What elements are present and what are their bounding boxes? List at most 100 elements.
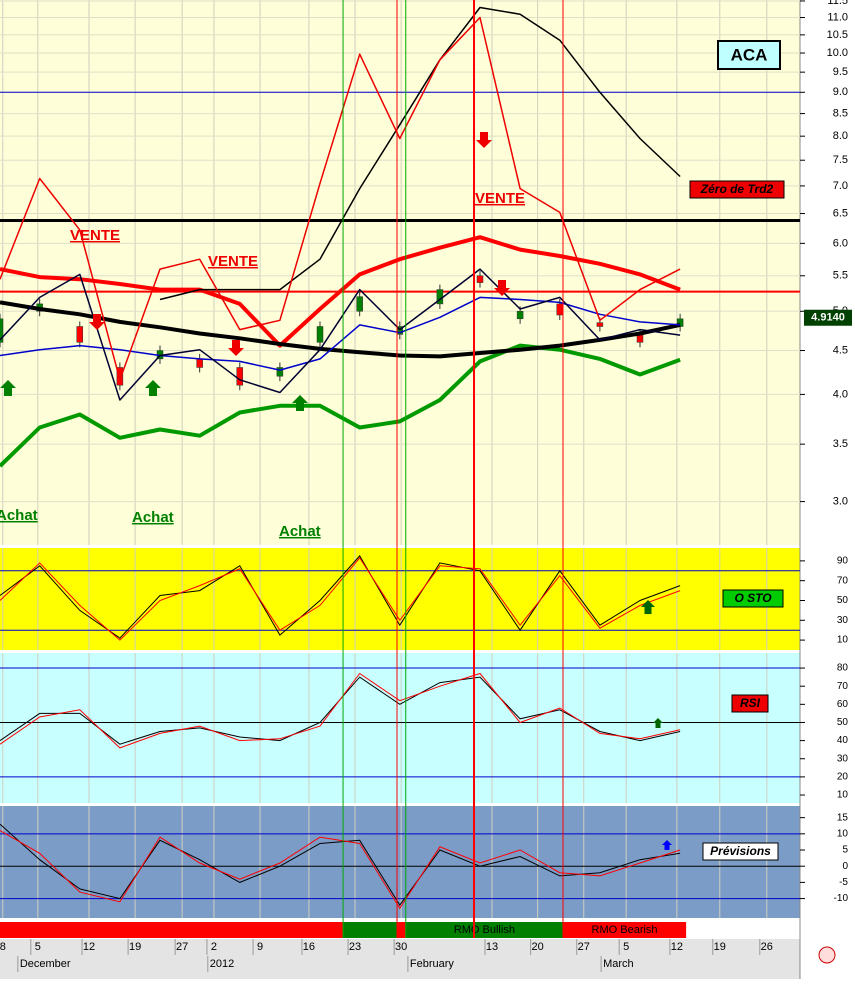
rmo-segment <box>405 922 563 938</box>
y-tick-label: 5.5 <box>833 270 848 282</box>
y-tick-label: 70 <box>837 681 849 692</box>
x-tick-label: 2 <box>211 941 217 953</box>
month-label: December <box>20 958 71 970</box>
y-tick-label: 60 <box>837 699 849 710</box>
y-tick-label: 0 <box>842 861 848 872</box>
y-tick-label: 3.0 <box>833 495 848 507</box>
oscillator-line <box>0 830 681 910</box>
signal-label: VENTE <box>475 190 525 207</box>
x-tick-label: 8 <box>0 941 6 953</box>
y-tick-label: 9.5 <box>833 66 848 78</box>
x-tick-label: 5 <box>623 941 629 953</box>
y-tick-label: 4.5 <box>833 344 848 356</box>
signal-label: VENTE <box>208 253 258 270</box>
rmo-segment <box>397 922 406 938</box>
value-axis-bg <box>800 0 855 979</box>
y-tick-label: -5 <box>839 877 848 888</box>
candle-body <box>76 326 84 343</box>
candle-body <box>356 296 363 312</box>
y-tick-label: 8.0 <box>833 130 848 142</box>
buy-arrow <box>641 600 655 614</box>
y-tick-label: 6.0 <box>833 237 848 249</box>
sell-arrow <box>476 132 492 148</box>
month-label: 2012 <box>210 958 234 970</box>
tag-label: Zéro de Trd2 <box>700 182 774 196</box>
date-axis-bg <box>0 939 800 979</box>
x-tick-label: 27 <box>176 941 188 953</box>
oscillator-line <box>0 555 681 639</box>
y-tick-label: 40 <box>837 735 849 746</box>
sell-arrow <box>89 314 105 330</box>
sell-arrow <box>494 280 510 296</box>
buy-arrow <box>0 380 16 396</box>
chart-title: ACA <box>731 45 768 64</box>
title-box <box>717 40 781 70</box>
indicator-line <box>0 16 681 381</box>
panel-label: Prévisions <box>710 844 771 858</box>
rmo-segment <box>343 922 398 938</box>
month-label: February <box>410 958 455 970</box>
signal-label: Achat <box>279 523 321 540</box>
panel-label-box <box>722 589 784 608</box>
y-tick-label: 6.5 <box>833 207 848 219</box>
candle-body <box>0 318 4 343</box>
candle-body <box>116 367 124 386</box>
indicator-line <box>0 343 681 468</box>
status-icon[interactable] <box>818 946 836 964</box>
candle-body <box>276 367 284 377</box>
oscillator-line <box>0 823 681 906</box>
x-tick-label: 30 <box>395 941 407 953</box>
y-tick-label: 7.5 <box>833 154 848 166</box>
candle-body <box>196 358 203 368</box>
candle-body <box>516 311 524 320</box>
y-tick-label: -10 <box>834 893 849 904</box>
last-price-tag <box>804 309 852 326</box>
signal-label: Achat <box>132 509 174 526</box>
indicator-line <box>159 6 681 301</box>
indicator-line <box>0 300 681 359</box>
rmo-label: RMO Bullish <box>454 924 515 936</box>
candle-body <box>236 367 244 386</box>
y-tick-label: 3.5 <box>833 438 848 450</box>
y-tick-label: 15 <box>837 812 849 823</box>
y-tick-label: 10 <box>837 828 849 839</box>
oscillator-line <box>0 557 681 641</box>
x-tick-label: 27 <box>578 941 590 953</box>
y-tick-label: 7.0 <box>833 180 848 192</box>
indicator-line <box>0 235 681 348</box>
y-tick-label: 11.0 <box>827 11 848 23</box>
buy-arrow <box>292 395 308 411</box>
y-tick-label: 5 <box>842 845 848 856</box>
x-tick-label: 13 <box>486 941 498 953</box>
x-tick-label: 9 <box>257 941 263 953</box>
x-tick-label: 19 <box>129 941 141 953</box>
rmo-label: RMO Bearish <box>592 924 658 936</box>
y-tick-label: 10 <box>837 635 849 646</box>
signal-label: VENTE <box>70 227 120 244</box>
y-tick-label: 80 <box>837 663 849 674</box>
buy-arrow <box>145 380 161 396</box>
panel-label: RSI <box>740 696 761 710</box>
y-tick-label: 10.0 <box>827 47 848 59</box>
panel-label-box <box>731 694 769 713</box>
x-tick-label: 12 <box>83 941 95 953</box>
candle-body <box>316 326 324 343</box>
y-tick-label: 30 <box>837 753 849 764</box>
x-tick-label: 16 <box>303 941 315 953</box>
indicator-line <box>0 268 681 401</box>
signal-label: Achat <box>0 507 38 524</box>
x-tick-label: 23 <box>349 941 361 953</box>
buy-arrow <box>653 718 663 728</box>
buy-arrow <box>662 840 672 850</box>
y-tick-label: 50 <box>837 595 849 606</box>
x-tick-label: 26 <box>761 941 773 953</box>
sell-arrow <box>228 340 244 356</box>
x-tick-label: 12 <box>671 941 683 953</box>
month-label: March <box>603 958 634 970</box>
panel-label-box <box>702 842 779 861</box>
candle-body <box>476 275 484 283</box>
y-tick-label: 4.0 <box>833 388 848 400</box>
candle-body <box>556 303 564 316</box>
